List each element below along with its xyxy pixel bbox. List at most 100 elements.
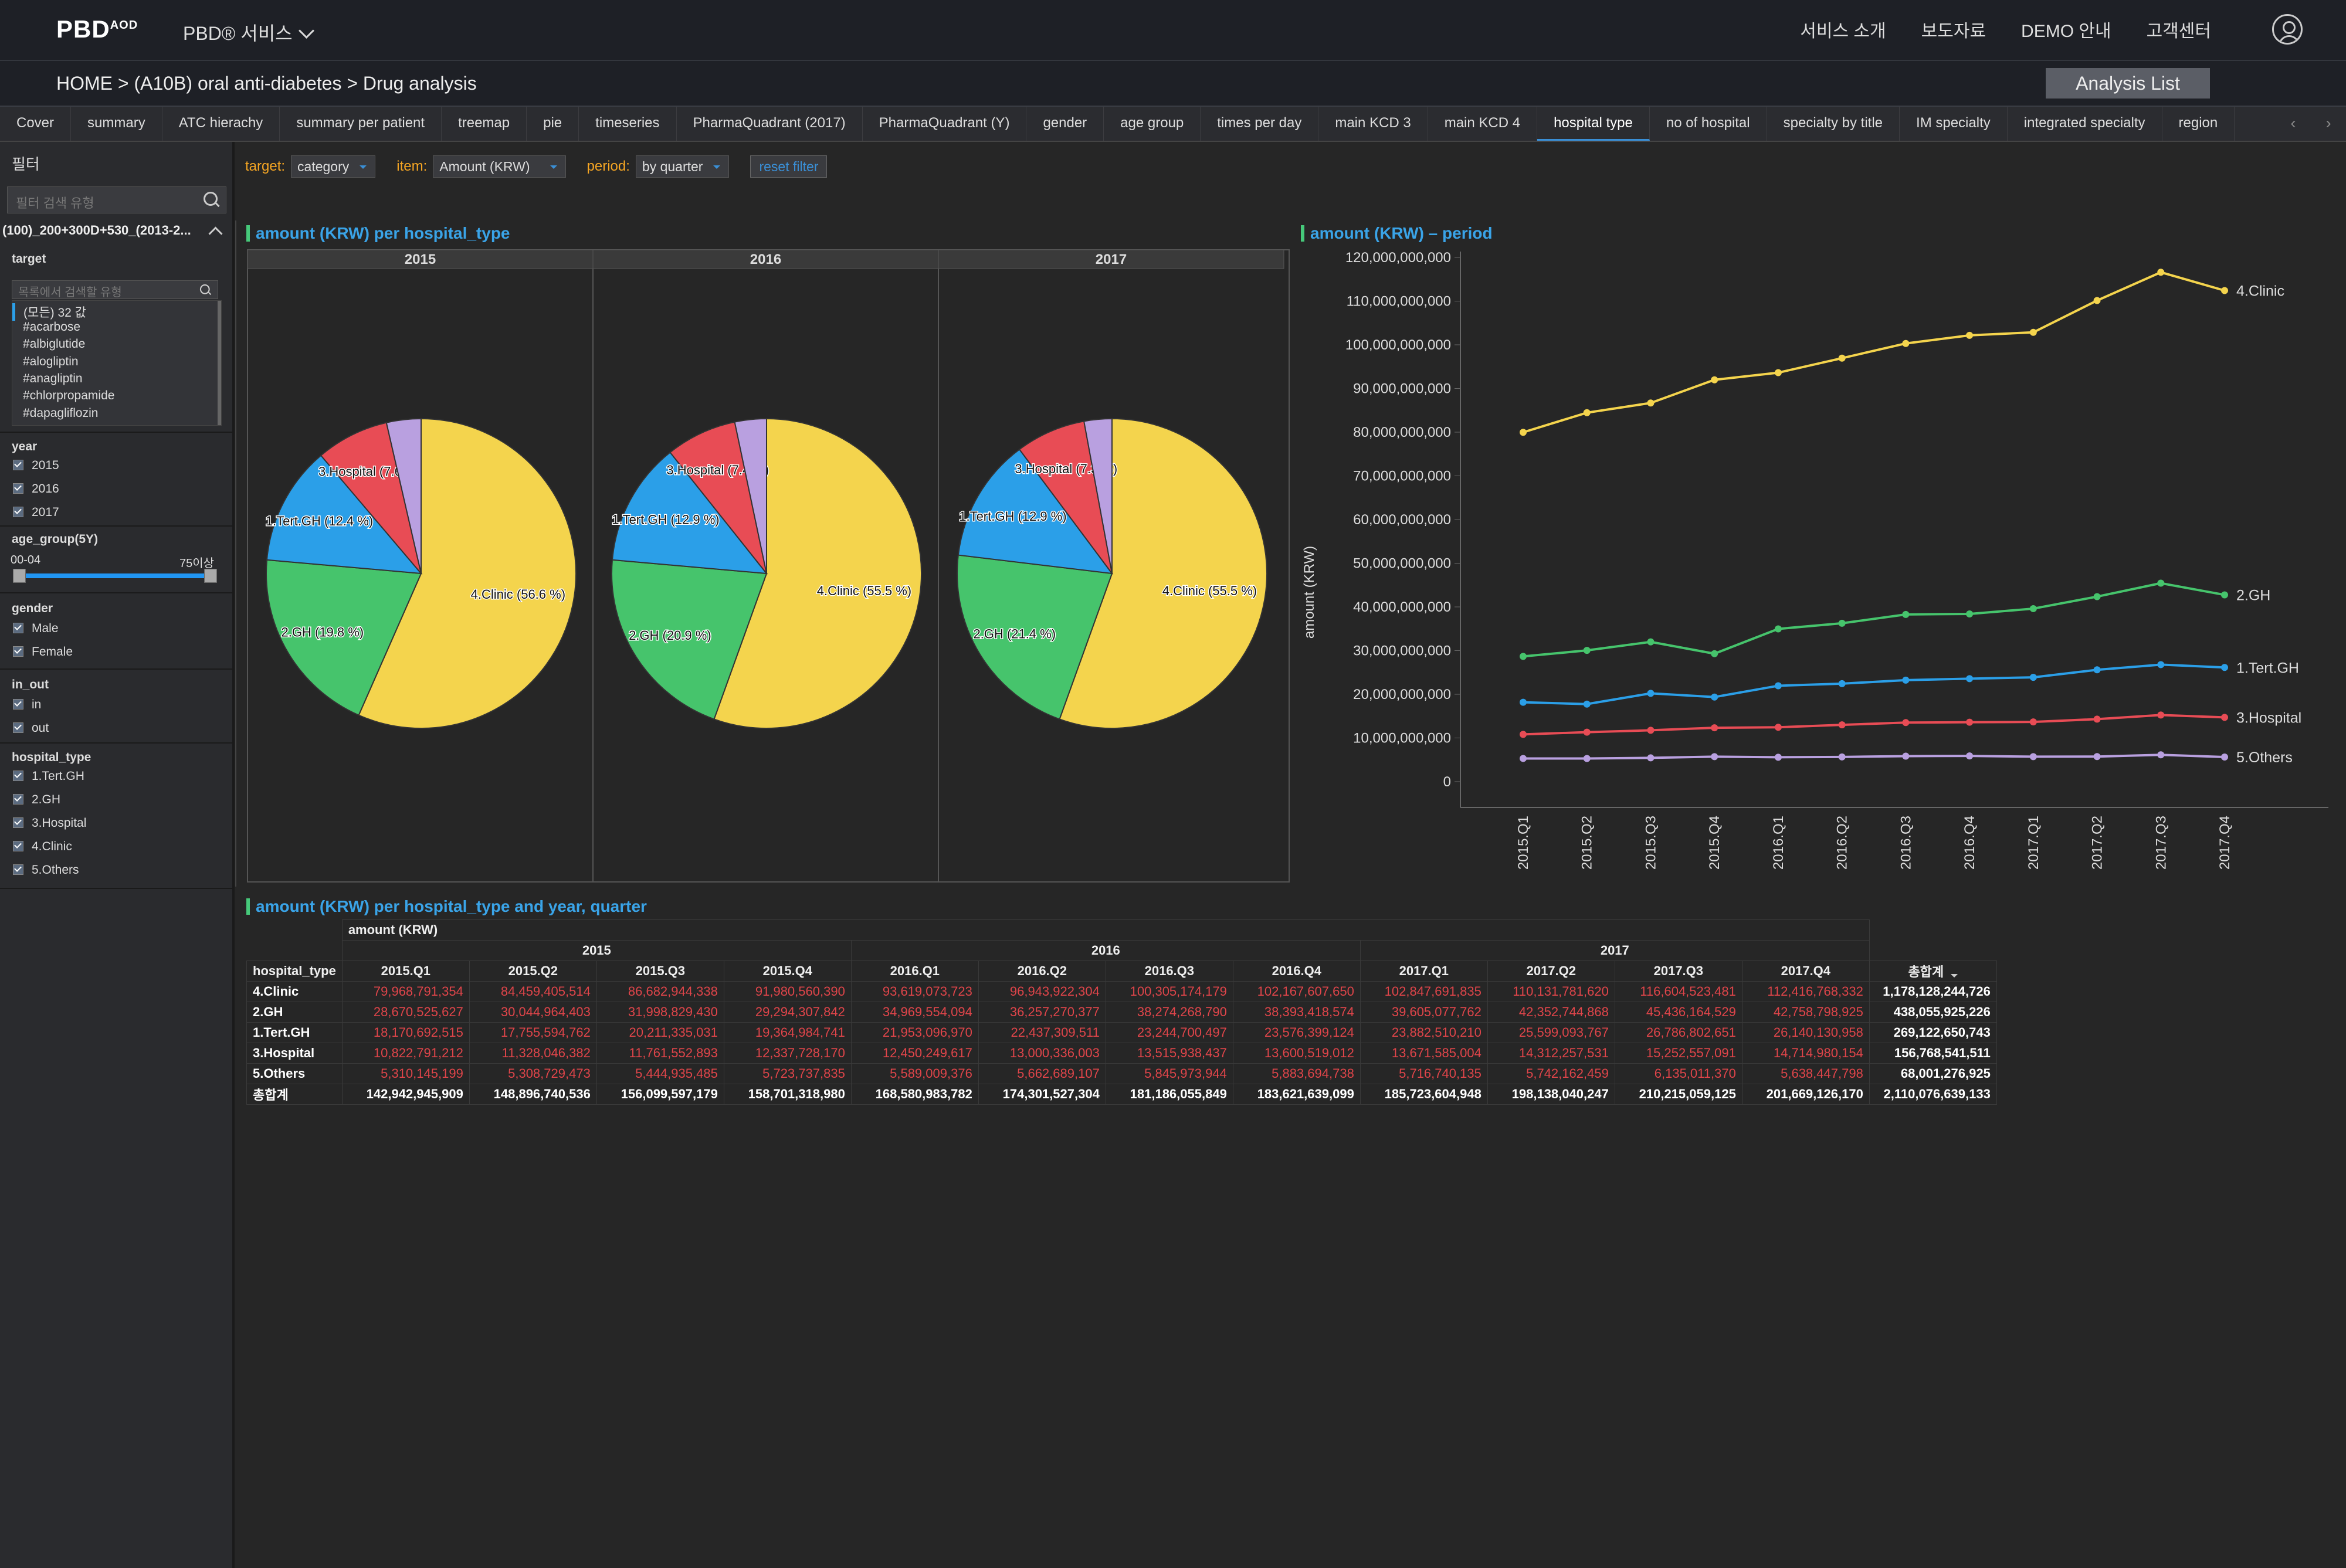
series-point[interactable] (1902, 340, 1910, 347)
series-point[interactable] (2093, 593, 2101, 600)
series-point[interactable] (1774, 754, 1782, 761)
series-point[interactable] (1966, 752, 1974, 760)
series-point[interactable] (1838, 753, 1846, 761)
pie-slice[interactable] (611, 452, 768, 575)
nav-service-intro[interactable]: 서비스 소개 (1800, 22, 1886, 41)
target-item[interactable]: #albiglutide (23, 337, 86, 351)
search-icon[interactable] (199, 284, 211, 295)
tab-pharmaquadrant-2017[interactable]: PharmaQuadrant (2017) (677, 107, 863, 141)
tab-gender[interactable]: gender (1026, 107, 1104, 141)
target-list-scrollbar[interactable] (218, 301, 221, 425)
gender-checkbox[interactable]: Female (13, 645, 73, 659)
pie-slice[interactable] (385, 418, 422, 574)
pie-slice[interactable] (1018, 420, 1113, 574)
series-point[interactable] (2157, 711, 2165, 719)
hospital-type-checkbox[interactable]: 3.Hospital (13, 816, 86, 830)
tab-specialty-by-title[interactable]: specialty by title (1767, 107, 1900, 141)
age-range-slider[interactable] (13, 569, 217, 583)
hospital-type-checkbox[interactable]: 2.GH (13, 793, 60, 807)
series-point[interactable] (1711, 753, 1718, 761)
series-point[interactable] (1774, 682, 1782, 690)
tab-summary-per-patient[interactable]: summary per patient (280, 107, 442, 141)
series-point[interactable] (2157, 661, 2165, 668)
series-point[interactable] (1647, 754, 1655, 762)
nav-demo[interactable]: DEMO 안내 (2021, 22, 2111, 41)
tab-no-of-hospital[interactable]: no of hospital (1650, 107, 1767, 141)
tab-age-group[interactable]: age group (1104, 107, 1201, 141)
tab-summary[interactable]: summary (71, 107, 162, 141)
series-point[interactable] (1520, 698, 1527, 706)
target-item[interactable]: #acarbose (23, 320, 81, 334)
target-item[interactable]: #dapagliflozin (23, 406, 99, 420)
series-point[interactable] (1774, 625, 1782, 633)
series-point[interactable] (2157, 579, 2165, 587)
tab-integrated-specialty[interactable]: integrated specialty (2008, 107, 2162, 141)
total-column-header[interactable]: 총합계 (1869, 961, 1997, 982)
series-line[interactable] (1523, 714, 2225, 736)
series-point[interactable] (2093, 753, 2101, 761)
hospital-type-checkbox[interactable]: 4.Clinic (13, 840, 72, 854)
gender-checkbox[interactable]: Male (13, 622, 59, 636)
tab-atc-hierachy[interactable]: ATC hierachy (162, 107, 280, 141)
target-item[interactable]: #alogliptin (23, 355, 79, 368)
target-item[interactable]: (모든) 32 값 (12, 303, 86, 321)
series-point[interactable] (1583, 755, 1591, 762)
tab-prev-icon[interactable]: ‹ (2290, 114, 2296, 132)
series-point[interactable] (1647, 399, 1655, 407)
series-point[interactable] (2221, 664, 2228, 671)
pie-slice[interactable] (320, 422, 422, 574)
tab-main-kcd-3[interactable]: main KCD 3 (1318, 107, 1428, 141)
target-item[interactable]: #chlorpropamide (23, 389, 115, 402)
nav-press[interactable]: 보도자료 (1921, 22, 1986, 41)
series-line[interactable] (1523, 582, 2225, 658)
tab-timeseries[interactable]: timeseries (579, 107, 677, 141)
target-item[interactable]: #anagliptin (23, 372, 83, 385)
tab-times-per-day[interactable]: times per day (1201, 107, 1319, 141)
dataset-selector[interactable]: (100)_200+300D+530_(2013-2... (2, 223, 191, 237)
series-point[interactable] (1966, 718, 1974, 726)
in-out-checkbox[interactable]: out (13, 721, 49, 735)
series-point[interactable] (1583, 700, 1591, 708)
series-point[interactable] (1774, 724, 1782, 731)
series-point[interactable] (1902, 752, 1910, 760)
series-point[interactable] (2093, 297, 2101, 304)
pie-slice[interactable] (358, 418, 577, 729)
series-line[interactable] (1523, 663, 2225, 705)
tab-treemap[interactable]: treemap (442, 107, 527, 141)
service-menu[interactable]: PBD® 서비스 (183, 19, 314, 46)
series-point[interactable] (1838, 619, 1846, 627)
pie-slice[interactable] (266, 559, 422, 716)
user-icon[interactable] (2272, 14, 2303, 45)
pie-slice[interactable] (713, 418, 922, 729)
series-point[interactable] (1520, 653, 1527, 660)
tab-hospital-type[interactable]: hospital type (1537, 107, 1650, 141)
series-point[interactable] (2221, 287, 2228, 294)
analysis-list-button[interactable]: Analysis List (2046, 68, 2210, 99)
series-point[interactable] (1966, 675, 1974, 683)
series-point[interactable] (1711, 693, 1718, 701)
series-point[interactable] (1711, 376, 1718, 383)
series-point[interactable] (1520, 755, 1527, 762)
target-selector[interactable]: category (291, 155, 376, 178)
series-point[interactable] (1647, 727, 1655, 734)
series-point[interactable] (2221, 753, 2228, 761)
series-point[interactable] (2029, 753, 2037, 761)
age-max-handle[interactable] (204, 569, 217, 583)
pie-slice[interactable] (734, 418, 767, 574)
year-checkbox[interactable]: 2015 (13, 459, 59, 473)
series-point[interactable] (2157, 751, 2165, 759)
series-point[interactable] (2093, 666, 2101, 674)
pie-slice[interactable] (266, 454, 423, 575)
series-line[interactable] (1523, 754, 2225, 760)
pie-slice[interactable] (957, 554, 1113, 720)
hospital-type-checkbox[interactable]: 5.Others (13, 863, 79, 877)
nav-support[interactable]: 고객센터 (2146, 22, 2211, 41)
series-point[interactable] (1583, 647, 1591, 654)
tab-im-specialty[interactable]: IM specialty (1900, 107, 2008, 141)
tab-pharmaquadrant-y[interactable]: PharmaQuadrant (Y) (863, 107, 1027, 141)
series-point[interactable] (1966, 610, 1974, 617)
pie-slice[interactable] (1083, 418, 1113, 574)
series-point[interactable] (1711, 724, 1718, 732)
tab-pie[interactable]: pie (527, 107, 579, 141)
series-point[interactable] (2221, 714, 2228, 721)
